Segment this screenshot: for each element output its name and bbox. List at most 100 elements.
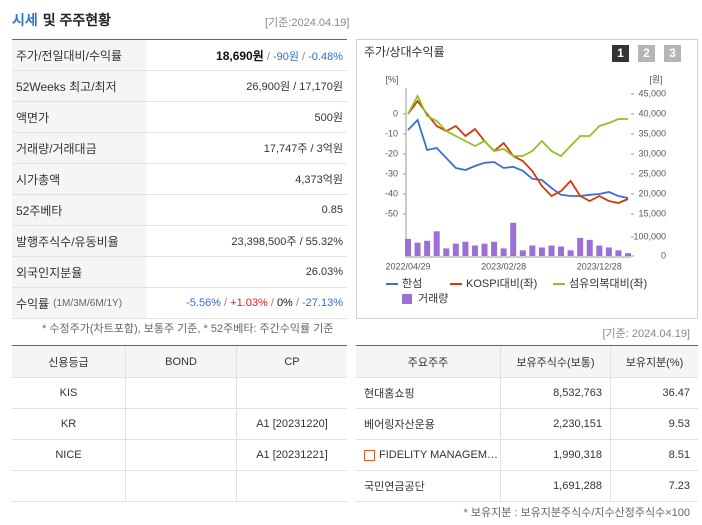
- volume-bar: [538, 247, 545, 256]
- cell-text: 2,230,151: [553, 418, 602, 430]
- volume-bar: [558, 246, 565, 256]
- row-label: 액면가: [12, 102, 147, 132]
- volume-bar: [567, 250, 574, 256]
- reference-date: [기준: 2024.04.19]: [602, 328, 690, 340]
- section-title: 시세 및 주주현황: [12, 10, 111, 30]
- header-cell: CP: [236, 346, 347, 377]
- volume-bar: [519, 250, 526, 256]
- row-value: 0.85: [147, 204, 347, 216]
- summary-row: 수익률 (1M/3M/6M/1Y) -5.56% / +1.03% / 0% / -…: [12, 288, 347, 319]
- value-text: /: [263, 50, 273, 63]
- tab-button[interactable]: [664, 45, 681, 62]
- tab-button[interactable]: [638, 45, 655, 62]
- value-text: /: [292, 297, 303, 309]
- value-text: 26.03%: [305, 266, 343, 278]
- table-cell: 1,990,318: [500, 440, 610, 470]
- label-text: 발행주식수/유동비율: [16, 234, 119, 249]
- header-row: 신용등급 BOND CP: [12, 346, 347, 378]
- legend-label: KOSPI대비(좌): [466, 277, 537, 290]
- summary-row: 52Weeks 최고/최저 26,900원 / 17,170원: [12, 71, 347, 102]
- volume-bar: [491, 241, 498, 256]
- label-text: 52주베타: [16, 203, 63, 218]
- value-text: 0.85: [321, 204, 343, 216]
- cell-text: 1,990,318: [553, 449, 602, 461]
- volume-bar: [625, 253, 631, 256]
- chart: 주가/상대수익률 1 2 3 [%] [원] -50 -40 -30 -20 -10 0 15,000…: [356, 39, 698, 319]
- holders-table: 주요주주 보유주식수(보통) 보유지분(%) 현대홈쇼핑 8,532,763 36.47 베…: [356, 345, 698, 502]
- volume-bar: [462, 241, 469, 256]
- legend-label: 한섬: [402, 277, 422, 290]
- y-tick-label: 0: [393, 108, 398, 118]
- table-cell: A1 [20231221]: [236, 440, 347, 470]
- label-text: 주가/전일대비/수익률: [16, 48, 123, 63]
- label-note: (1M/3M/6M/1Y): [53, 297, 123, 309]
- volume-bar: [605, 247, 612, 256]
- table-cell: [125, 378, 236, 408]
- table-cell: [125, 471, 236, 501]
- cell-text: 1,691,288: [553, 480, 602, 492]
- table-cell: 8.51: [610, 440, 698, 470]
- table-cell: 국민연금공단: [356, 471, 500, 501]
- volume-bar: [615, 250, 622, 256]
- y-tick-label: -30: [385, 168, 398, 178]
- label-text: 외국인지분율: [16, 265, 83, 280]
- summary-row: 거래량/거래대금 17,747주 / 3억원: [12, 133, 347, 164]
- row-label: 52주베타: [12, 195, 147, 225]
- table-cell: NICE: [12, 440, 125, 470]
- row-label: 52Weeks 최고/최저: [12, 71, 147, 101]
- table-cell: FIDELITY MANAGEM…: [356, 440, 500, 470]
- summary-table: 주가/전일대비/수익률 18,690원 / -90원 / -0.48% 52Week…: [12, 39, 347, 319]
- tab-button-label[interactable]: 2: [643, 46, 650, 60]
- table-row: NICE A1 [20231221]: [12, 440, 347, 471]
- y3ticks-label: 100,000: [633, 231, 666, 241]
- plus-icon: [364, 449, 375, 461]
- volume-bar: [596, 245, 603, 256]
- row-value: 4,373억원: [147, 171, 347, 187]
- table-cell: [236, 471, 347, 501]
- tab-button-label[interactable]: 3: [669, 46, 676, 60]
- table-row: KR A1 [20231220]: [12, 409, 347, 440]
- table-cell: [12, 471, 125, 501]
- chart-frame: [356, 39, 698, 319]
- cell-text: FIDELITY MANAGEM…: [379, 449, 498, 461]
- y2ticks-label: 40,000: [638, 108, 666, 118]
- cell-text: 국민연금공단: [364, 481, 425, 493]
- row-value: -5.56% / +1.03% / 0% / -27.13%: [147, 297, 347, 309]
- table-cell: 베어링자산운용: [356, 409, 500, 439]
- table-cell: 1,691,288: [500, 471, 610, 501]
- value-text: 26,900원 / 17,170원: [246, 81, 343, 93]
- value-text: 18,690원: [216, 48, 264, 63]
- tab-button[interactable]: [612, 45, 629, 62]
- value-text: +1.03%: [230, 297, 268, 309]
- volume-bar: [500, 248, 507, 256]
- cell-text: 8.51: [668, 449, 690, 461]
- note: * 수정주가(차트포함), 보통주 기준, * 52주베타: 주간수익률 기준: [42, 323, 334, 335]
- title-highlight: 시세: [12, 12, 38, 28]
- row-value: 500원: [147, 109, 347, 125]
- table-row: FIDELITY MANAGEM… 1,990,318 8.51: [356, 440, 698, 471]
- series-line: [407, 94, 628, 158]
- tab-button-label[interactable]: 1: [617, 46, 624, 60]
- cell-text: A1 [20231221]: [256, 449, 328, 461]
- y2ticks-label: 20,000: [638, 188, 666, 198]
- summary-row: 외국인지분율 26.03%: [12, 257, 347, 288]
- cell-text: 현대홈쇼핑: [364, 388, 415, 400]
- y-tick-label: -10: [385, 128, 398, 138]
- table-row: KIS: [12, 378, 347, 409]
- table-row: 현대홈쇼핑 8,532,763 36.47: [356, 378, 698, 409]
- y-tick-label: -40: [385, 188, 398, 198]
- y-unit: [%]: [385, 74, 398, 84]
- table-row: 베어링자산운용 2,230,151 9.53: [356, 409, 698, 440]
- volume-bar: [471, 245, 478, 256]
- volume-bar: [529, 245, 536, 256]
- value-text: /: [298, 50, 309, 63]
- header-cell: BOND: [125, 346, 236, 377]
- x-tick-label: 2023/02/28: [481, 261, 526, 271]
- table-cell: [236, 378, 347, 408]
- row-label: 수익률 (1M/3M/6M/1Y): [12, 288, 147, 318]
- volume-bar: [586, 239, 593, 256]
- volume-bar: [510, 222, 517, 256]
- x-tick-label: 2022/04/29: [385, 261, 430, 271]
- y2-unit: [원]: [649, 74, 662, 84]
- volume-bar: [577, 237, 584, 256]
